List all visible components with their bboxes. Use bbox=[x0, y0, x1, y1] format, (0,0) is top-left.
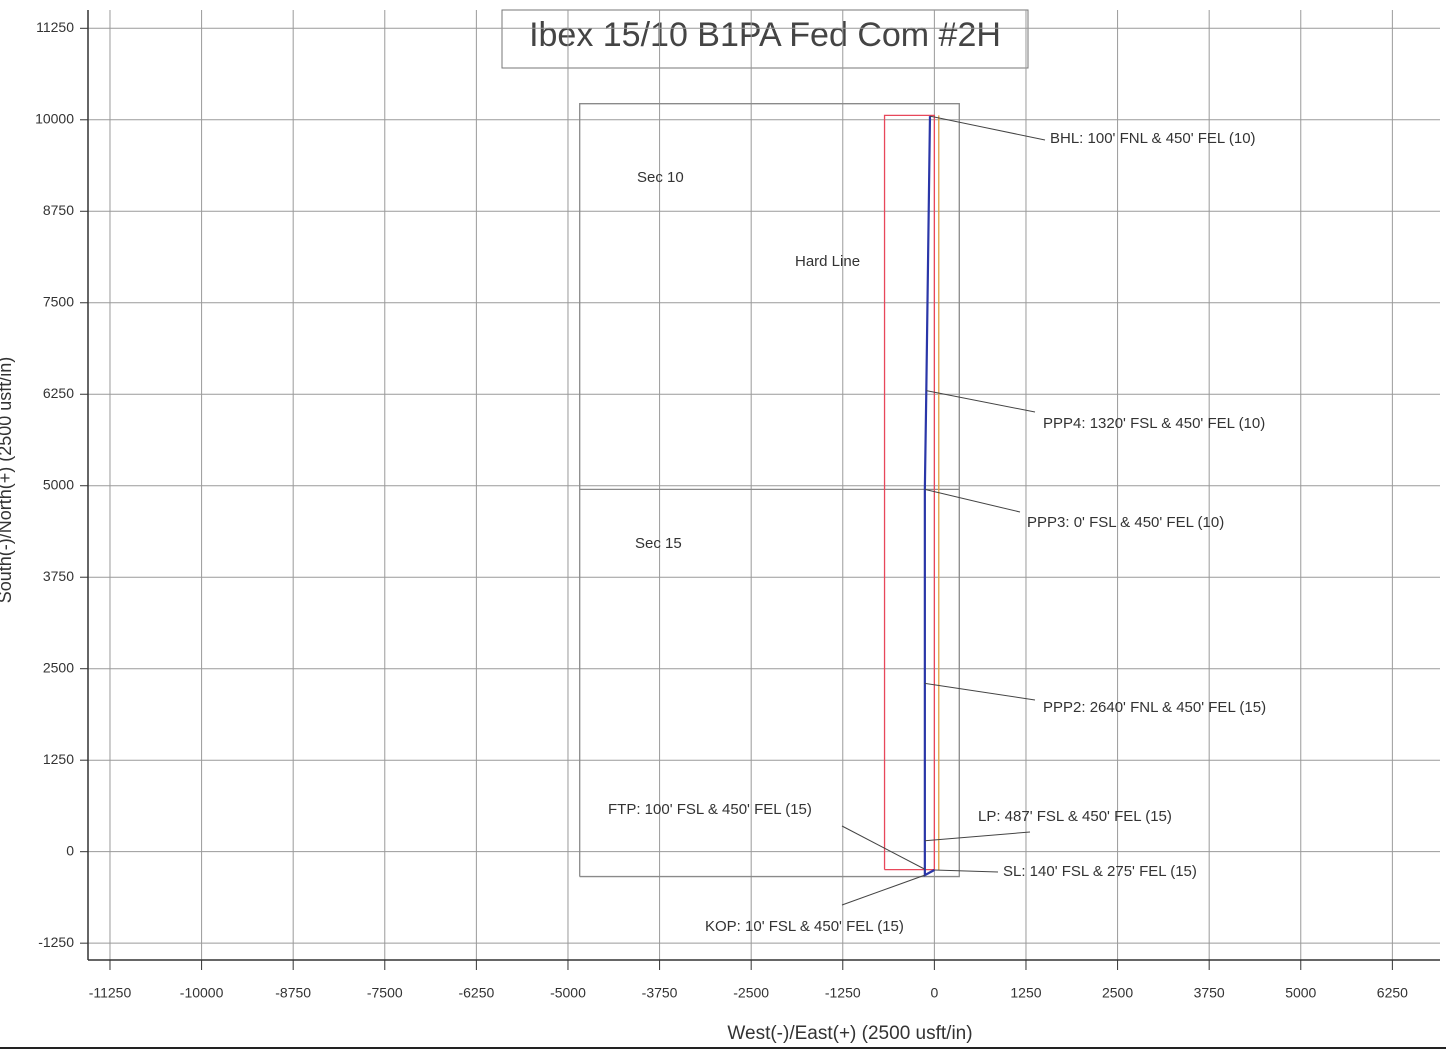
leader-line bbox=[841, 874, 926, 906]
leader-line bbox=[924, 682, 1036, 701]
x-tick-label: -11250 bbox=[89, 985, 132, 1001]
annotation: FTP: 100' FSL & 450' FEL (15) bbox=[608, 801, 812, 818]
annotation: Sec 10 bbox=[637, 169, 684, 186]
y-tick-label: 1250 bbox=[43, 751, 74, 767]
chart-title: Ibex 15/10 B1PA Fed Com #2H bbox=[529, 16, 1001, 54]
x-tick-label: -10000 bbox=[180, 985, 224, 1001]
x-tick-label: -5000 bbox=[550, 985, 586, 1001]
y-tick-label: 11250 bbox=[36, 19, 74, 35]
y-tick-label: 6250 bbox=[43, 385, 74, 401]
x-tick-label: -8750 bbox=[275, 985, 311, 1001]
leader-line bbox=[934, 869, 999, 873]
y-tick-label: -1250 bbox=[38, 934, 74, 950]
x-tick-label: -7500 bbox=[367, 985, 403, 1001]
y-tick-label: 2500 bbox=[43, 659, 74, 675]
y-tick-label: 3750 bbox=[43, 568, 74, 584]
leader-line bbox=[924, 831, 1031, 842]
annotation: PPP2: 2640' FNL & 450' FEL (15) bbox=[1043, 699, 1266, 716]
x-tick-label: 1250 bbox=[1010, 985, 1041, 1001]
annotation: Hard Line bbox=[795, 253, 860, 270]
y-tick-label: 10000 bbox=[35, 110, 74, 126]
x-axis-title: West(-)/East(+) (2500 usft/in) bbox=[727, 1023, 972, 1044]
x-tick-label: -1250 bbox=[825, 985, 861, 1001]
x-tick-label: -6250 bbox=[458, 985, 494, 1001]
annotation: LP: 487' FSL & 450' FEL (15) bbox=[978, 808, 1172, 825]
x-tick-label: 6250 bbox=[1377, 985, 1408, 1001]
y-tick-label: 8750 bbox=[43, 202, 74, 218]
annotation: KOP: 10' FSL & 450' FEL (15) bbox=[705, 918, 904, 935]
leader-line bbox=[929, 115, 1046, 141]
y-tick-label: 5000 bbox=[43, 476, 74, 492]
annotation: PPP3: 0' FSL & 450' FEL (10) bbox=[1027, 514, 1224, 531]
annotation: PPP4: 1320' FSL & 450' FEL (10) bbox=[1043, 415, 1265, 432]
x-tick-label: -2500 bbox=[733, 985, 769, 1001]
x-tick-label: -3750 bbox=[642, 985, 678, 1001]
annotation: BHL: 100' FNL & 450' FEL (10) bbox=[1050, 130, 1256, 147]
annotation: SL: 140' FSL & 275' FEL (15) bbox=[1003, 863, 1197, 880]
x-tick-label: 3750 bbox=[1194, 985, 1225, 1001]
leader-line bbox=[926, 390, 1036, 413]
x-tick-label: 0 bbox=[930, 985, 938, 1001]
y-tick-label: 0 bbox=[66, 842, 74, 858]
leader-line bbox=[924, 488, 1021, 513]
well-line bbox=[579, 103, 960, 878]
title-box bbox=[501, 9, 1029, 69]
x-tick-label: 5000 bbox=[1285, 985, 1316, 1001]
y-axis-title: South(-)/North(+) (2500 usft/in) bbox=[0, 357, 15, 604]
well-line bbox=[883, 114, 936, 871]
y-tick-label: 7500 bbox=[43, 293, 74, 309]
leader-line bbox=[841, 825, 926, 870]
x-tick-label: 2500 bbox=[1102, 985, 1133, 1001]
annotation: Sec 15 bbox=[635, 535, 682, 552]
well-line bbox=[923, 116, 935, 877]
